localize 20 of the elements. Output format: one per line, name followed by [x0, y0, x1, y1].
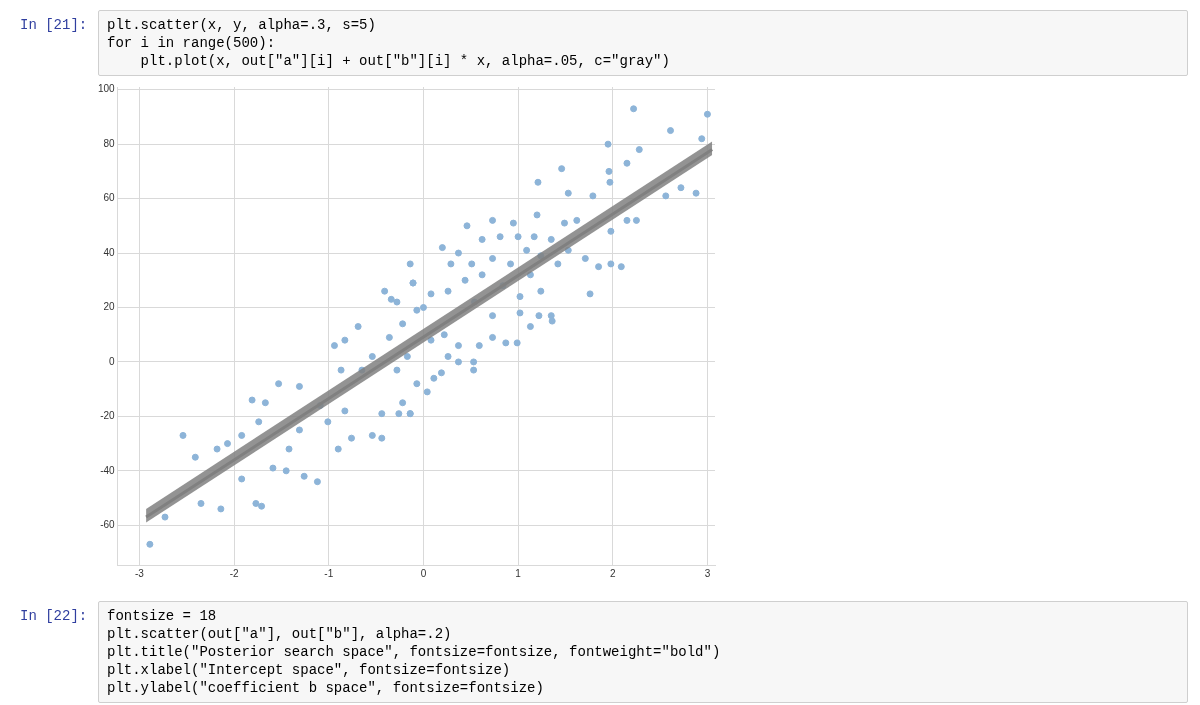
- x-tick-label: -1: [324, 567, 334, 579]
- text: In [21]:: [20, 17, 88, 33]
- text: plt.scatter(x, y, alpha=.3, s=5) for i in range(500): plt.plot(x, out["a"][i] + out["b"][i] * x, alpha=.05, c="gray"): [98, 10, 1188, 76]
- y-tick-label: -60: [100, 519, 116, 531]
- y-tick-label: 20: [103, 301, 116, 313]
- y-tick-label: 100: [98, 83, 116, 95]
- text: fontsize = 18 plt.scatter(out["a"], out["b"], alpha=.2) plt.title("Posterior search space", fontsize=fontsize, fontweight="bold") plt.xlabel("Intercept space", fontsize=fontsize) plt.ylabel("coefficient b space", fontsize=fontsize): [98, 601, 1188, 703]
- text: In [22]:: [20, 608, 88, 624]
- y-tick-label: 0: [109, 355, 116, 367]
- y-tick-label: 80: [103, 137, 116, 149]
- y-tick-label: 60: [103, 192, 116, 204]
- y-tick-label: -40: [100, 464, 116, 476]
- x-tick-label: -3: [135, 567, 145, 579]
- x-tick-label: 1: [515, 567, 522, 579]
- y-tick-label: 40: [103, 246, 116, 258]
- x-tick-label: -2: [229, 567, 239, 579]
- x-tick-label: 3: [704, 567, 711, 579]
- x-tick-label: 2: [609, 567, 616, 579]
- x-tick-label: 0: [420, 567, 427, 579]
- y-tick-label: -20: [100, 410, 116, 422]
